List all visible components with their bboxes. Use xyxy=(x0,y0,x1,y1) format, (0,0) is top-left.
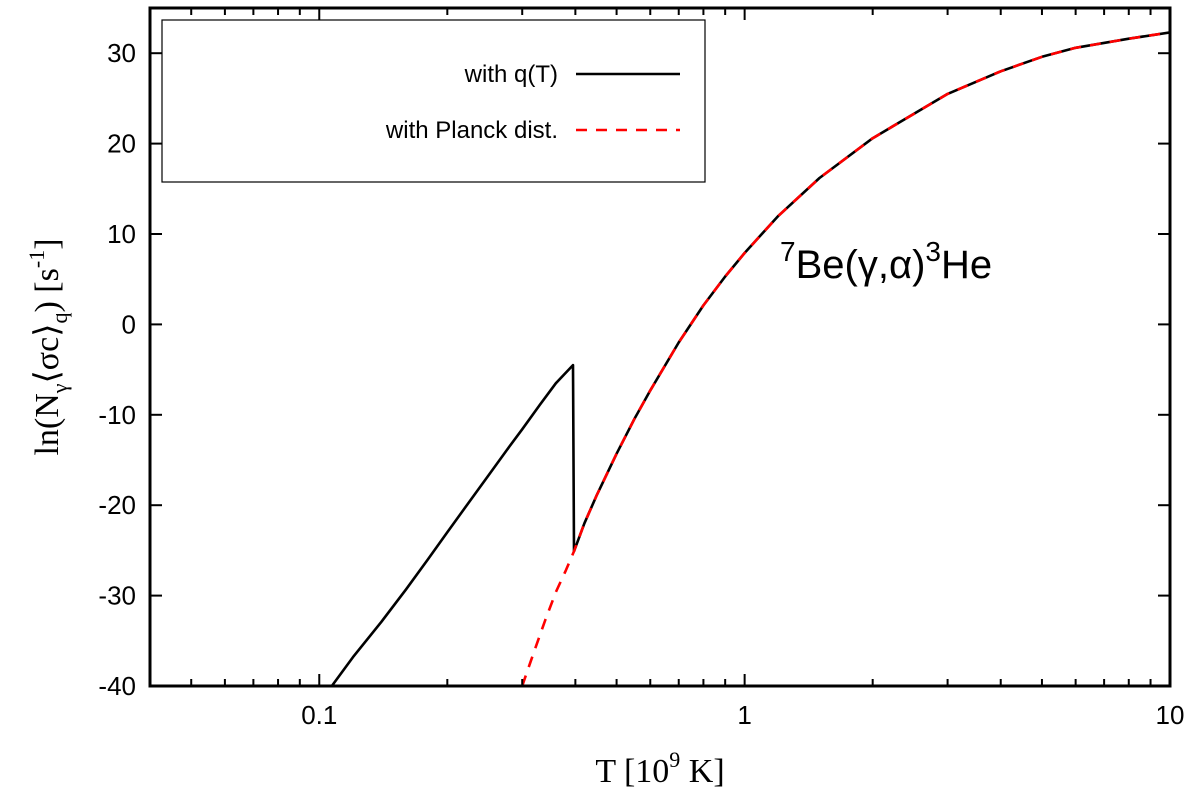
legend-box xyxy=(161,19,706,183)
x-title-rest: K] xyxy=(680,753,724,790)
x-tick-label: 0.1 xyxy=(301,700,337,730)
x-tick-label: 1 xyxy=(737,700,751,730)
y-title-sup: -1 xyxy=(24,250,49,268)
y-tick-label: 0 xyxy=(122,309,136,339)
y-title-p1: ln(N xyxy=(29,393,66,455)
y-tick-label: -40 xyxy=(98,671,136,701)
plot-frame xyxy=(148,6,1172,688)
y-tick-label: -20 xyxy=(98,490,136,520)
y-title-p2: ⟨σc⟩ xyxy=(29,324,66,384)
y-title-p3: ) [s xyxy=(29,268,66,312)
y-axis-title: ln(Nγ⟨σc⟩q) [s-1] xyxy=(24,238,72,455)
x-tick-label: 10 xyxy=(1156,700,1185,730)
legend: with q(T) with Planck dist. xyxy=(161,19,706,183)
x-title-sup: 9 xyxy=(669,747,680,772)
reaction-annotation: 7Be(γ,α)3He xyxy=(780,236,992,287)
x-title-base: T [10 xyxy=(595,753,669,790)
y-tick-label: 10 xyxy=(107,219,136,249)
y-title-sub-gamma: γ xyxy=(47,383,72,394)
y-tick-label: 20 xyxy=(107,129,136,159)
y-title-p4: ] xyxy=(29,238,66,249)
y-tick-label: -30 xyxy=(98,581,136,611)
annot-be: Be(γ,α) xyxy=(796,243,926,287)
annot-sup-3: 3 xyxy=(925,236,941,267)
series-line-planck xyxy=(520,31,1170,686)
x-axis-title: T [109 K] xyxy=(595,747,724,790)
tick-layer: -40 -30 -20 -10 0 10 20 30 0.1 1 10 xyxy=(98,8,1184,730)
y-tick-label: 30 xyxy=(107,38,136,68)
series-layer xyxy=(330,31,1170,686)
legend-label-q: with q(T) xyxy=(464,61,558,88)
legend-label-planck: with Planck dist. xyxy=(385,117,558,144)
annot-he: He xyxy=(941,243,992,287)
y-tick-label: -10 xyxy=(98,400,136,430)
annot-sup-7: 7 xyxy=(780,236,796,267)
y-title-sub-q: q xyxy=(47,313,72,324)
